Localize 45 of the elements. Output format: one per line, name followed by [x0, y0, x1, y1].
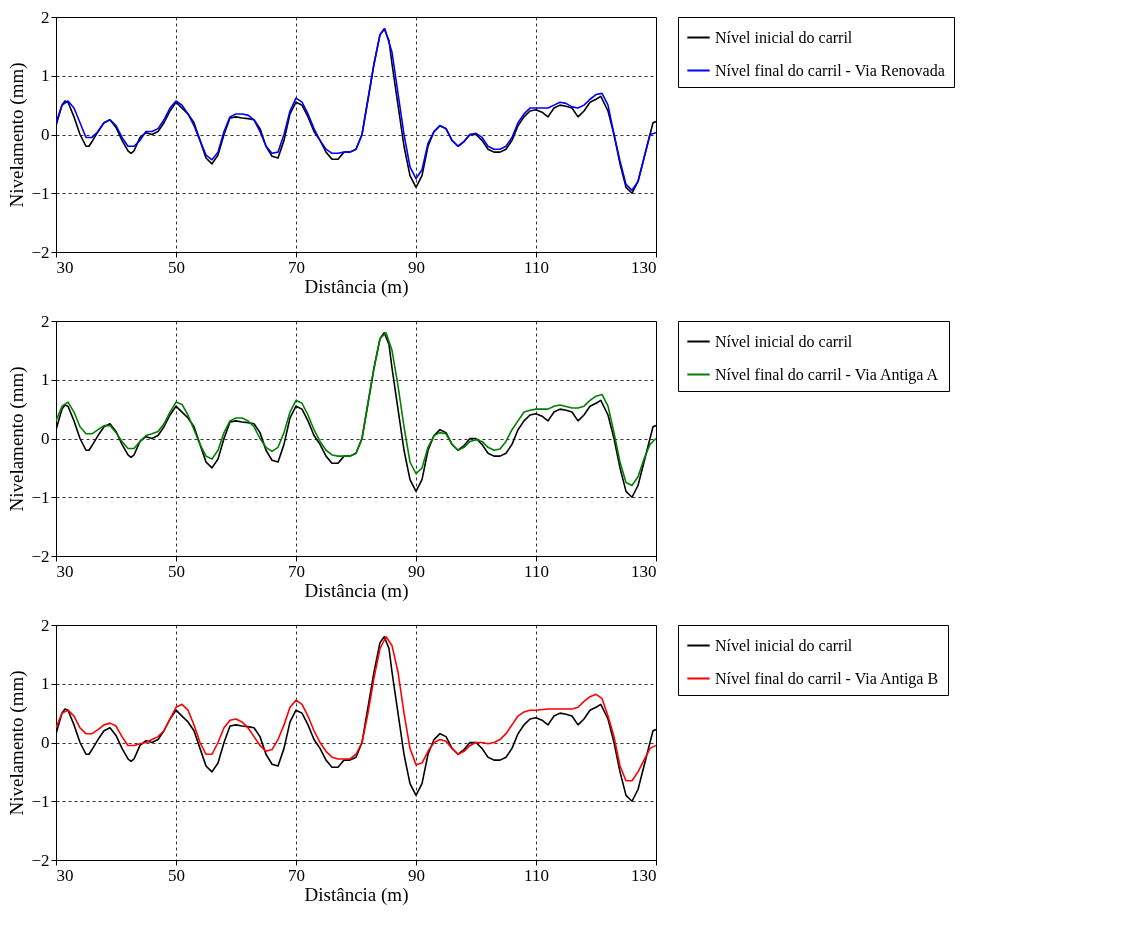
x-tick-label: 130 — [631, 561, 657, 581]
y-tick-label: 0 — [41, 733, 50, 752]
x-tick-label: 130 — [631, 865, 657, 885]
y-tick-label: 1 — [41, 370, 50, 390]
x-tick-label: 50 — [168, 865, 185, 885]
x-tick-label: 70 — [288, 561, 305, 581]
y-tick-label: 0 — [41, 125, 50, 144]
y-tick-label: −2 — [31, 546, 50, 566]
y-tick-label: −1 — [31, 791, 50, 811]
legend-label: Nível inicial do carril — [715, 332, 853, 350]
y-tick-label: 1 — [41, 674, 50, 694]
x-tick-label: 90 — [408, 257, 425, 277]
x-tick-label: 30 — [56, 561, 74, 581]
y-tick-label: −1 — [31, 487, 50, 507]
legend-label: Nível final do carril - Via Antiga B — [715, 669, 939, 688]
x-tick-label: 90 — [408, 561, 425, 581]
x-tick-label: 110 — [524, 257, 549, 277]
x-tick-label: 50 — [168, 257, 185, 277]
y-axis-title: Nivelamento (mm) — [6, 62, 29, 208]
x-tick-label: 90 — [408, 865, 425, 885]
x-axis-title: Distância (m) — [304, 275, 409, 298]
y-tick-label: −2 — [31, 850, 50, 870]
x-axis-title: Distância (m) — [304, 883, 409, 906]
y-tick-label: −2 — [31, 242, 50, 262]
y-axis-title: Nivelamento (mm) — [6, 670, 29, 816]
x-tick-label: 130 — [631, 257, 657, 277]
legend-label: Nível inicial do carril — [715, 28, 853, 46]
legend-label: Nível inicial do carril — [715, 636, 853, 654]
y-tick-label: 2 — [41, 311, 50, 331]
y-tick-label: −1 — [31, 183, 50, 203]
legend-label: Nível final do carril - Via Antiga A — [715, 365, 939, 384]
y-tick-label: 2 — [41, 7, 50, 27]
x-tick-label: 70 — [288, 865, 305, 885]
y-tick-label: 0 — [41, 429, 50, 448]
legend-label: Nível final do carril - Via Renovada — [715, 61, 945, 79]
x-axis-title: Distância (m) — [304, 579, 409, 602]
x-tick-label: 110 — [524, 865, 549, 885]
x-tick-label: 30 — [56, 257, 74, 277]
y-tick-label: 2 — [41, 615, 50, 635]
y-tick-label: 1 — [41, 66, 50, 86]
x-tick-label: 50 — [168, 561, 185, 581]
x-tick-label: 70 — [288, 257, 305, 277]
x-tick-label: 110 — [524, 561, 549, 581]
y-axis-title: Nivelamento (mm) — [6, 366, 29, 512]
x-tick-label: 30 — [56, 865, 74, 885]
